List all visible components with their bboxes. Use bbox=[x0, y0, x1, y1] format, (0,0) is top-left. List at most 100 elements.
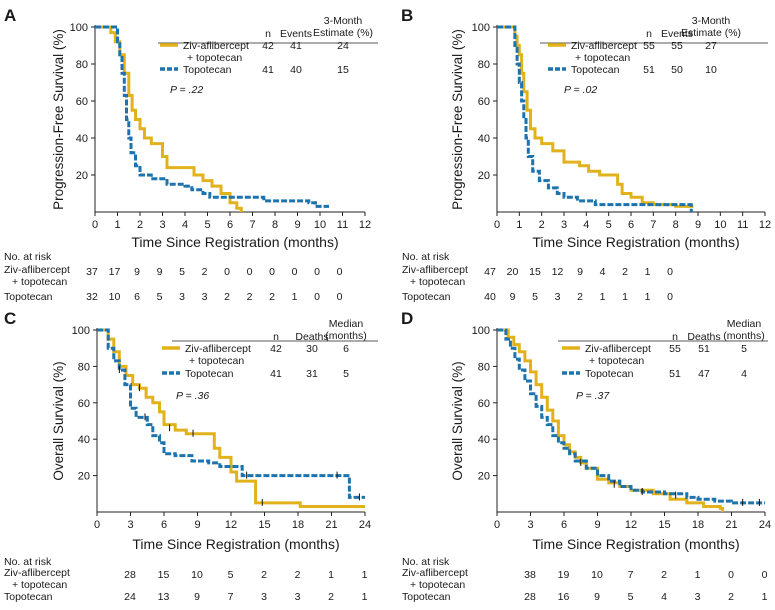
x-tick-label: 12 bbox=[625, 519, 637, 531]
legend-label: Ziv-aflibercept bbox=[183, 40, 249, 52]
legend-value: 42 bbox=[262, 40, 274, 52]
risk-value: 15 bbox=[158, 569, 170, 581]
x-tick-label: 24 bbox=[359, 519, 371, 531]
legend-label: Topotecan bbox=[571, 64, 620, 76]
risk-value: 15 bbox=[529, 266, 541, 278]
risk-row-label: + topotecan bbox=[410, 579, 465, 591]
risk-table-title: No. at risk bbox=[4, 556, 52, 568]
risk-value: 3 bbox=[695, 591, 701, 603]
legend-label: Topotecan bbox=[185, 368, 234, 380]
risk-value: 2 bbox=[622, 266, 628, 278]
legend-value: 51 bbox=[669, 368, 681, 380]
y-tick-label: 60 bbox=[76, 96, 88, 108]
x-tick-label: 9 bbox=[294, 219, 300, 231]
panel-letter: B bbox=[401, 6, 413, 25]
risk-value: 0 bbox=[314, 266, 320, 278]
x-tick-label: 3 bbox=[159, 219, 165, 231]
y-axis-title: Overall Survival (%) bbox=[450, 361, 465, 480]
risk-value: 20 bbox=[507, 266, 519, 278]
risk-value: 0 bbox=[667, 291, 673, 303]
legend-value: 55 bbox=[643, 40, 655, 52]
risk-value: 37 bbox=[86, 266, 98, 278]
topotecan-curve bbox=[95, 25, 329, 208]
legend-value: 42 bbox=[270, 343, 282, 355]
risk-value: 0 bbox=[667, 266, 673, 278]
x-tick-label: 3 bbox=[127, 519, 133, 531]
risk-table-title: No. at risk bbox=[4, 251, 52, 263]
y-tick-label: 20 bbox=[478, 170, 490, 182]
risk-value: 2 bbox=[224, 291, 230, 303]
legend-col-header: n bbox=[273, 331, 279, 343]
x-tick-label: 4 bbox=[583, 219, 589, 231]
risk-value: 24 bbox=[124, 591, 136, 603]
risk-value: 40 bbox=[484, 291, 496, 303]
y-tick-label: 20 bbox=[76, 170, 88, 182]
legend-value: 51 bbox=[698, 343, 710, 355]
risk-value: 0 bbox=[314, 291, 320, 303]
legend-col-header: 3-Month Estimate (%) bbox=[681, 15, 741, 39]
ziv-aflibercept-curve bbox=[497, 25, 694, 208]
y-tick-label: 100 bbox=[472, 22, 490, 34]
risk-value: 0 bbox=[292, 266, 298, 278]
legend-value: 31 bbox=[306, 368, 318, 380]
risk-value: 9 bbox=[157, 266, 163, 278]
risk-value: 1 bbox=[362, 569, 368, 581]
risk-table-title: No. at risk bbox=[402, 251, 450, 263]
risk-row-label: Topotecan bbox=[402, 291, 451, 303]
legend-label: Topotecan bbox=[585, 368, 634, 380]
x-tick-label: 24 bbox=[759, 519, 771, 531]
risk-value: 9 bbox=[594, 591, 600, 603]
x-tick-label: 8 bbox=[673, 219, 679, 231]
y-tick-label: 60 bbox=[78, 398, 90, 410]
x-tick-label: 6 bbox=[227, 219, 233, 231]
x-tick-label: 3 bbox=[561, 219, 567, 231]
x-tick-label: 7 bbox=[650, 219, 656, 231]
risk-value: 2 bbox=[295, 569, 301, 581]
x-tick-label: 9 bbox=[194, 519, 200, 531]
y-tick-label: 100 bbox=[70, 22, 88, 34]
risk-value: 10 bbox=[109, 291, 121, 303]
x-tick-label: 6 bbox=[628, 219, 634, 231]
x-tick-label: 0 bbox=[494, 219, 500, 231]
legend-col-header: 3-Month Estimate (%) bbox=[313, 15, 373, 39]
x-tick-label: 2 bbox=[137, 219, 143, 231]
x-tick-label: 0 bbox=[92, 219, 98, 231]
legend-col-header: n bbox=[672, 331, 678, 343]
legend-col-header: n bbox=[646, 28, 652, 40]
legend-col-header: Events bbox=[280, 28, 312, 40]
risk-value: 17 bbox=[109, 266, 121, 278]
risk-row-label: Topotecan bbox=[402, 591, 451, 603]
x-tick-label: 9 bbox=[695, 219, 701, 231]
panel-letter: D bbox=[401, 309, 413, 328]
risk-value: 0 bbox=[762, 569, 768, 581]
y-tick-label: 40 bbox=[76, 133, 88, 145]
risk-value: 9 bbox=[134, 266, 140, 278]
legend-col-header: n bbox=[265, 28, 271, 40]
risk-value: 7 bbox=[228, 591, 234, 603]
risk-value: 1 bbox=[622, 291, 628, 303]
x-tick-label: 7 bbox=[249, 219, 255, 231]
risk-row-label: Topotecan bbox=[4, 591, 53, 603]
legend-value: 30 bbox=[306, 343, 318, 355]
x-tick-label: 10 bbox=[314, 219, 326, 231]
x-tick-label: 0 bbox=[494, 519, 500, 531]
risk-value: 19 bbox=[558, 569, 570, 581]
x-axis-title: Time Since Registration (months) bbox=[532, 234, 739, 250]
risk-value: 2 bbox=[247, 291, 253, 303]
x-tick-label: 21 bbox=[725, 519, 737, 531]
y-tick-label: 80 bbox=[478, 59, 490, 71]
risk-value: 28 bbox=[524, 591, 536, 603]
x-tick-label: 18 bbox=[292, 519, 304, 531]
risk-value: 3 bbox=[202, 291, 208, 303]
risk-value: 2 bbox=[661, 569, 667, 581]
x-tick-label: 5 bbox=[204, 219, 210, 231]
risk-value: 0 bbox=[247, 266, 253, 278]
risk-value: 1 bbox=[695, 569, 701, 581]
risk-value: 1 bbox=[292, 291, 298, 303]
risk-value: 5 bbox=[179, 266, 185, 278]
x-tick-label: 10 bbox=[714, 219, 726, 231]
risk-value: 4 bbox=[661, 591, 667, 603]
p-value: P = .22 bbox=[170, 84, 203, 96]
